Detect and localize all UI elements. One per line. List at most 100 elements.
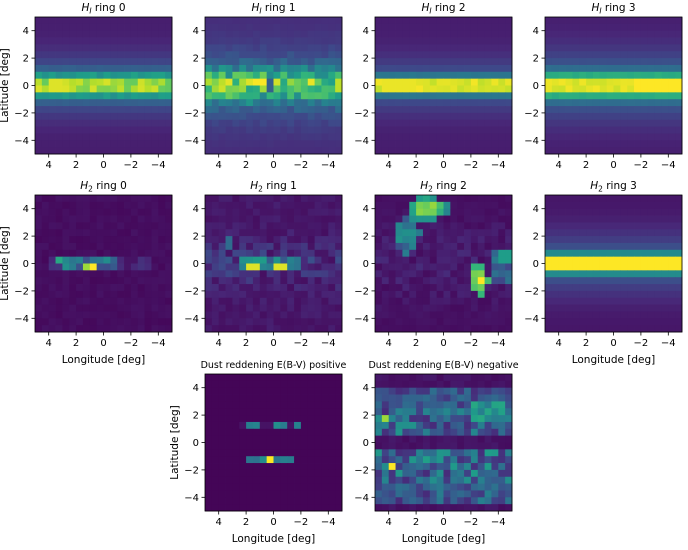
heatmap-cell bbox=[654, 325, 662, 333]
heatmap-cell bbox=[402, 256, 410, 264]
heatmap-cell bbox=[321, 401, 329, 409]
heatmap-cell bbox=[375, 147, 383, 155]
heatmap-cell bbox=[151, 201, 159, 210]
heatmap-cell bbox=[606, 92, 614, 100]
heatmap-cell bbox=[280, 311, 288, 319]
heatmap-cell bbox=[599, 277, 608, 285]
heatmap-cell bbox=[470, 37, 479, 45]
heatmap-cell bbox=[613, 126, 621, 134]
heatmap-cell bbox=[429, 201, 438, 210]
heatmap-cell bbox=[205, 297, 213, 305]
heatmap-cell bbox=[464, 415, 472, 423]
heatmap-cell bbox=[470, 147, 479, 155]
heatmap-cell bbox=[82, 229, 91, 237]
heatmap-cell bbox=[464, 201, 472, 210]
heatmap-cell bbox=[470, 456, 479, 464]
heatmap-cell bbox=[491, 30, 499, 38]
heatmap-cell bbox=[422, 208, 431, 216]
heatmap-cell bbox=[314, 290, 322, 299]
heatmap-cell bbox=[48, 17, 56, 25]
heatmap-cell bbox=[634, 64, 642, 73]
heatmap-cell bbox=[375, 304, 383, 312]
heatmap-cell bbox=[613, 195, 621, 203]
heatmap-cell bbox=[464, 504, 472, 512]
heatmap-cell bbox=[450, 304, 458, 312]
heatmap-cell bbox=[675, 270, 683, 278]
heatmap-cell bbox=[668, 119, 676, 127]
heatmap-cell bbox=[491, 463, 499, 471]
heatmap-cell bbox=[55, 119, 63, 127]
heatmap-cell bbox=[110, 119, 118, 127]
heatmap-cell bbox=[137, 222, 145, 230]
heatmap-cell bbox=[470, 112, 479, 121]
heatmap-cell bbox=[273, 23, 281, 32]
heatmap-cell bbox=[606, 147, 614, 155]
heatmap-cell bbox=[613, 325, 621, 333]
heatmap-cell bbox=[103, 78, 111, 86]
heatmap-cell bbox=[69, 51, 77, 59]
heatmap-cell bbox=[69, 37, 77, 45]
heatmap-cell bbox=[266, 435, 274, 443]
heatmap-cell bbox=[314, 58, 322, 66]
heatmap-cell bbox=[266, 449, 274, 457]
heatmap-cell bbox=[491, 374, 499, 382]
heatmap-cell bbox=[654, 311, 662, 319]
heatmap-cell bbox=[205, 37, 213, 45]
heatmap-cell bbox=[287, 229, 295, 237]
heatmap-cell bbox=[300, 37, 309, 45]
heatmap-cell bbox=[477, 394, 485, 402]
heatmap-cell bbox=[375, 325, 383, 333]
heatmap-cell bbox=[55, 30, 63, 38]
heatmap-cell bbox=[627, 51, 635, 59]
heatmap-cell bbox=[314, 37, 322, 45]
heatmap-cell bbox=[388, 387, 396, 395]
heatmap-cell bbox=[491, 64, 499, 73]
heatmap-cell bbox=[443, 394, 451, 402]
heatmap-cell bbox=[402, 147, 410, 155]
heatmap-cell bbox=[307, 236, 315, 244]
heatmap-cell bbox=[477, 85, 485, 93]
heatmap-cell bbox=[381, 249, 390, 258]
heatmap-cell bbox=[647, 304, 655, 312]
heatmap-cell bbox=[62, 92, 70, 100]
heatmap-cell bbox=[307, 297, 315, 305]
heatmap-cell bbox=[620, 325, 628, 333]
heatmap-cell bbox=[634, 85, 642, 93]
heatmap-cell bbox=[402, 497, 410, 505]
heatmap-cell bbox=[280, 469, 288, 478]
heatmap-cell bbox=[144, 147, 152, 155]
heatmap-cell bbox=[239, 37, 247, 45]
heatmap-cell bbox=[252, 401, 261, 409]
heatmap-cell bbox=[505, 401, 513, 409]
heatmap-cell bbox=[436, 408, 444, 416]
heatmap-cell bbox=[606, 270, 614, 278]
heatmap-cell bbox=[586, 147, 594, 155]
heatmap-cell bbox=[321, 476, 329, 484]
heatmap-cell bbox=[402, 325, 410, 333]
y-tick-label: 4 bbox=[23, 204, 29, 215]
heatmap-cell bbox=[300, 51, 309, 59]
heatmap-cell bbox=[110, 208, 118, 216]
heatmap-cell bbox=[668, 71, 676, 80]
heatmap-cell bbox=[627, 17, 635, 25]
heatmap-cell bbox=[259, 270, 268, 278]
heatmap-cell bbox=[545, 85, 553, 93]
heatmap-cell bbox=[205, 401, 213, 409]
heatmap-cell bbox=[137, 256, 145, 264]
heatmap-cell bbox=[35, 58, 43, 66]
heatmap-cell bbox=[395, 401, 403, 409]
heatmap-cell bbox=[130, 147, 139, 155]
heatmap-cell bbox=[675, 242, 683, 251]
heatmap-cell bbox=[443, 408, 451, 416]
heatmap-cell bbox=[375, 469, 383, 478]
heatmap-cell bbox=[62, 23, 70, 32]
heatmap-cell bbox=[307, 17, 315, 25]
heatmap-cell bbox=[232, 469, 240, 478]
heatmap-cell bbox=[388, 71, 396, 80]
heatmap-cell bbox=[300, 64, 309, 73]
heatmap-cell bbox=[647, 249, 655, 258]
heatmap-cell bbox=[314, 201, 322, 210]
heatmap-cell bbox=[252, 147, 261, 155]
heatmap-cell bbox=[55, 325, 63, 333]
heatmap-cell bbox=[457, 201, 465, 210]
